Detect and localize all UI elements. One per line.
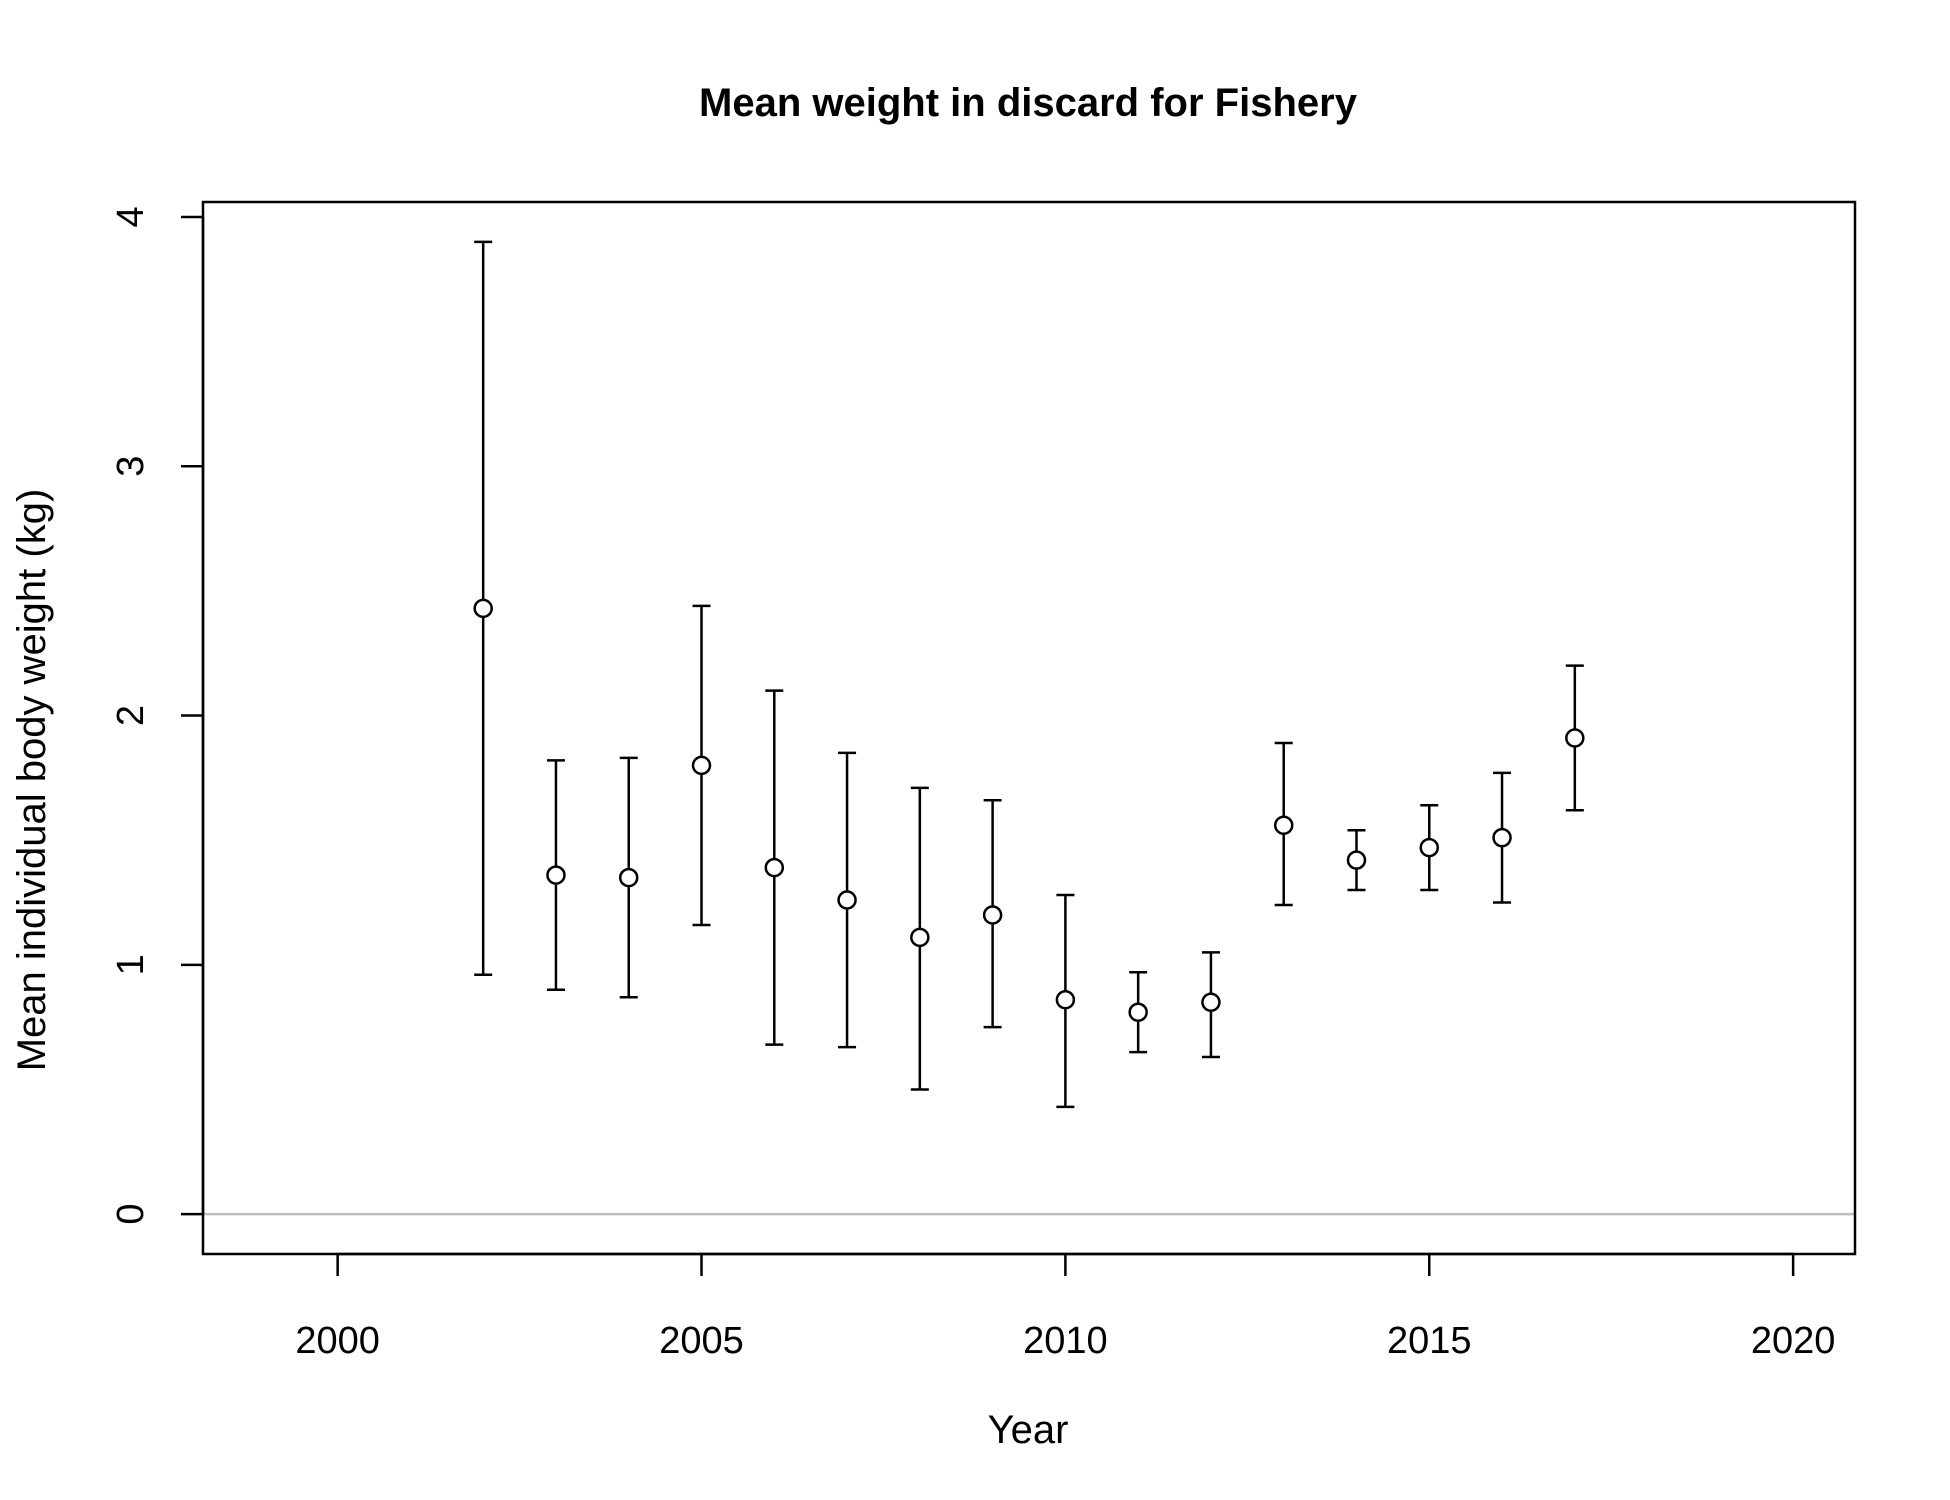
data-point — [546, 865, 566, 885]
data-point — [982, 905, 1003, 925]
y-tick-label: 0 — [110, 1204, 152, 1225]
plot-area: 0 1 2 3 4 2000 2005 2010 2015 2020 — [110, 200, 1857, 1362]
y-tick-label: 2 — [110, 705, 152, 726]
data-point — [1565, 728, 1585, 748]
y-tick-label: 3 — [110, 456, 152, 477]
data-point — [837, 890, 857, 910]
x-tick-label: 2010 — [1023, 1320, 1108, 1362]
y-axis-label: Mean individual body weight (kg) — [10, 489, 54, 1072]
data-point — [1492, 827, 1512, 848]
y-tick-label: 4 — [110, 206, 152, 227]
chart-title: Mean weight in discard for Fishery — [699, 81, 1358, 125]
data-point — [691, 755, 712, 776]
data-point — [1346, 850, 1367, 870]
x-tick-label: 2015 — [1387, 1320, 1472, 1362]
data-point — [910, 927, 930, 948]
data-point — [1055, 989, 1076, 1010]
data-point — [1128, 1002, 1148, 1022]
data-point — [618, 867, 639, 888]
x-tick-label: 2000 — [295, 1320, 380, 1362]
plot-frame — [201, 200, 1857, 1256]
y-tick-label: 1 — [110, 954, 152, 975]
data-point — [473, 598, 493, 619]
data-point — [1419, 837, 1440, 858]
x-axis-label: Year — [988, 1408, 1069, 1452]
data-point — [1201, 992, 1221, 1012]
data-point — [764, 857, 785, 878]
x-tick-label: 2020 — [1751, 1320, 1836, 1362]
x-tick-label: 2005 — [659, 1320, 744, 1362]
data-point — [1273, 815, 1294, 835]
